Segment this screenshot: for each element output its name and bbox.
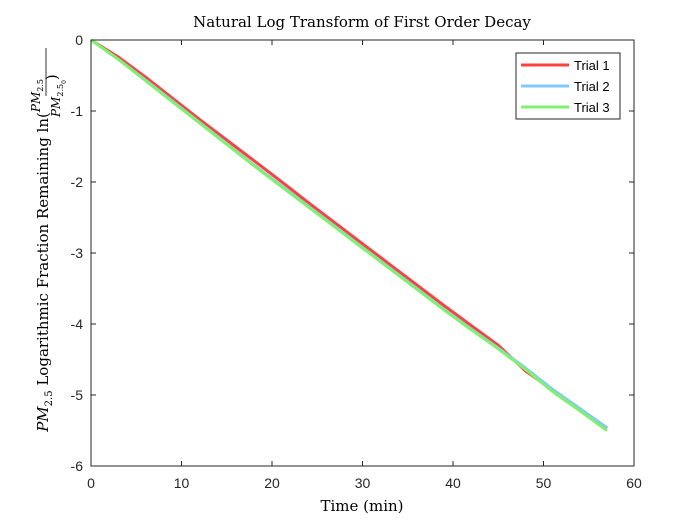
x-tick-label: 60 [626, 475, 642, 491]
y-tick-label: -5 [71, 387, 84, 403]
x-tick-label: 0 [87, 475, 95, 491]
y-label-den-sub0: 0 [61, 80, 68, 84]
y-axis-label: PM2.5 Logarithmic Fraction Remaining ln(… [29, 74, 68, 433]
y-tick-label: -6 [71, 458, 84, 474]
y-label-den: PM [49, 96, 63, 118]
x-tick-label: 50 [536, 475, 552, 491]
x-axis-label: Time (min) [320, 497, 403, 515]
x-tick-label: 20 [264, 475, 280, 491]
x-tick-label: 10 [174, 475, 190, 491]
x-tick-label: 30 [355, 475, 371, 491]
chart-title: Natural Log Transform of First Order Dec… [193, 13, 531, 31]
y-tick-label: -3 [71, 245, 84, 261]
y-label-den-sub: 2.5 [56, 84, 65, 97]
y-tick-label: -4 [71, 316, 84, 332]
y-tick-label: 0 [75, 32, 83, 48]
y-label-pm-sub: 2.5 [44, 390, 55, 406]
y-tick-label: -1 [71, 103, 84, 119]
svg-text:PM2.5 Logarithmic Fraction Rem: PM2.5 Logarithmic Fraction Remaining ln(… [29, 74, 68, 433]
y-label-text: Logarithmic Fraction Remaining ln( [34, 112, 52, 390]
y-label-num: PM [29, 91, 43, 113]
y-label-num-sub: 2.5 [36, 79, 45, 92]
y-tick-label: -2 [71, 174, 84, 190]
legend-label-trial-3: Trial 3 [574, 100, 610, 115]
legend-label-trial-2: Trial 2 [574, 79, 610, 94]
x-tick-label: 40 [445, 475, 461, 491]
series-layer [90, 38, 608, 432]
tick-layer: 0 10 20 30 40 50 60 0 -1 -2 -3 -4 -5 -6 [71, 32, 642, 491]
legend: Trial 1 Trial 2 Trial 3 [515, 52, 621, 120]
y-label-pm: PM [34, 406, 52, 433]
y-label-close: ) [43, 74, 61, 80]
series-line-trial-3 [90, 38, 608, 432]
legend-label-trial-1: Trial 1 [574, 58, 610, 73]
